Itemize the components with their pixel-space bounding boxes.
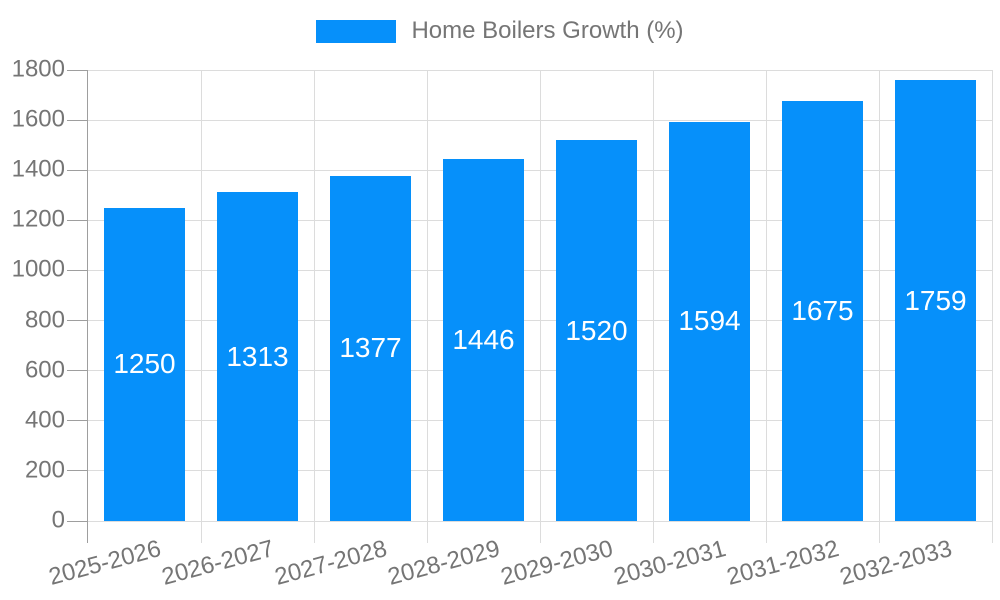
bar-value-label: 1594 [678, 305, 741, 337]
y-axis-tick-label: 1200 [11, 205, 65, 233]
y-axis-tick [67, 269, 88, 271]
bar-value-label: 1377 [339, 332, 402, 364]
bar-value-label: 1759 [904, 284, 967, 316]
y-axis-tick-label: 800 [24, 305, 65, 333]
bar: 1520 [555, 140, 638, 521]
y-axis-tick [67, 219, 88, 221]
legend: Home Boilers Growth (%) [0, 17, 1000, 45]
y-axis-tick [67, 420, 88, 422]
bar-value-label: 1313 [226, 340, 289, 372]
gridline-vertical [313, 70, 315, 543]
y-axis-tick-label: 1800 [11, 55, 65, 83]
bar-value-label: 1675 [791, 295, 854, 327]
y-axis-tick-label: 600 [24, 356, 65, 384]
x-axis-tick-label: 2030-2031 [610, 535, 729, 591]
bar: 1377 [329, 175, 412, 521]
y-axis-tick [67, 370, 88, 372]
bar: 1446 [442, 158, 525, 521]
gridline-vertical [878, 70, 880, 543]
x-axis-tick-label: 2028-2029 [384, 535, 503, 591]
bar: 1594 [668, 121, 751, 521]
x-axis-tick-label: 2026-2027 [158, 535, 277, 591]
x-axis-tick-label: 2031-2032 [723, 535, 842, 591]
x-axis-tick-label: 2027-2028 [271, 535, 390, 591]
y-axis-tick [67, 470, 88, 472]
gridline-vertical [200, 70, 202, 543]
bar: 1759 [894, 80, 977, 521]
x-axis-tick-label: 2032-2033 [836, 535, 955, 591]
bar-value-label: 1520 [565, 314, 628, 346]
gridline-vertical [426, 70, 428, 543]
gridline-vertical [539, 70, 541, 543]
x-axis-tick-label: 2029-2030 [497, 535, 616, 591]
bar-value-label: 1250 [113, 348, 176, 380]
gridline-vertical [652, 70, 654, 543]
gridline-vertical [765, 70, 767, 543]
legend-label: Home Boilers Growth (%) [411, 17, 684, 44]
bar: 1313 [216, 192, 299, 521]
y-axis-line [87, 70, 88, 543]
y-axis-tick [67, 69, 88, 71]
y-axis-tick-label: 400 [24, 406, 65, 434]
gridline-vertical [991, 70, 993, 543]
bar-value-label: 1446 [452, 323, 515, 355]
plot-area: 1250 1313 1377 1446 1520 1594 1675 1759 [67, 69, 993, 543]
y-axis-tick [67, 520, 88, 522]
y-axis-tick [67, 320, 88, 322]
bar: 1250 [103, 207, 186, 521]
y-axis-tick [67, 119, 88, 121]
y-axis-tick [67, 169, 88, 171]
legend-swatch [316, 19, 397, 43]
x-axis-tick-label: 2025-2026 [45, 535, 164, 591]
y-axis-tick-label: 1600 [11, 105, 65, 133]
y-axis-tick-label: 1400 [11, 155, 65, 183]
y-axis-tick-label: 200 [24, 456, 65, 484]
y-axis-tick-label: 0 [51, 506, 65, 534]
y-axis-tick-label: 1000 [11, 255, 65, 283]
bar: 1675 [781, 101, 864, 521]
